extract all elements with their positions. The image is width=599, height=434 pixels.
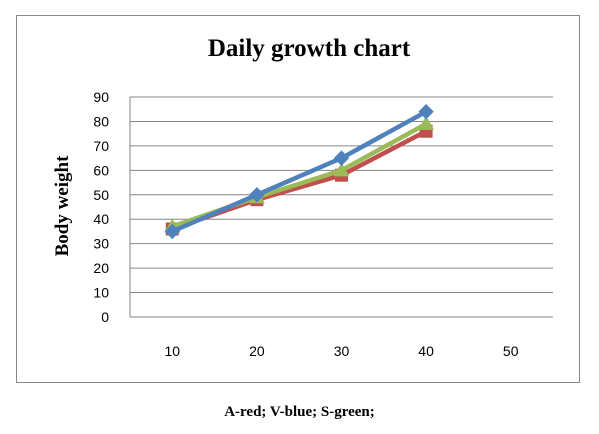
x-tick-label: 30 — [334, 343, 350, 359]
data-point — [164, 223, 181, 240]
x-tick-label: 50 — [503, 343, 519, 359]
y-tick-label: 50 — [93, 187, 109, 203]
y-axis-label: Body weight — [52, 155, 73, 256]
y-tick-label: 10 — [93, 285, 109, 301]
y-tick-label: 70 — [93, 138, 109, 154]
y-tick-label: 40 — [93, 211, 109, 227]
tick-labels: 0 10 20 30 40 50 60 70 80 90 10 20 30 40 50 — [93, 89, 518, 359]
chart-title: Daily growth chart — [208, 35, 411, 62]
data-point — [418, 103, 434, 120]
series-0 — [164, 103, 434, 240]
data-point — [333, 150, 350, 166]
y-tick-label: 80 — [93, 113, 109, 129]
x-tick-label: 10 — [165, 343, 181, 359]
data-point — [249, 187, 265, 203]
y-tick-label: 0 — [101, 309, 109, 325]
y-tick-label: 60 — [93, 162, 109, 178]
axes — [129, 97, 553, 318]
x-tick-label: 20 — [249, 343, 265, 359]
grid-lines — [130, 96, 553, 294]
y-tick-label: 30 — [93, 236, 109, 252]
y-tick-label: 20 — [93, 260, 109, 276]
chart-frame — [16, 15, 580, 383]
data-series — [164, 103, 435, 240]
data-point — [333, 162, 350, 177]
chart-caption: A-red; V-blue; S-green; — [224, 404, 375, 420]
series-line — [170, 109, 429, 234]
y-tick-label: 90 — [93, 89, 109, 105]
x-tick-label: 40 — [418, 343, 434, 359]
data-point — [418, 115, 435, 130]
